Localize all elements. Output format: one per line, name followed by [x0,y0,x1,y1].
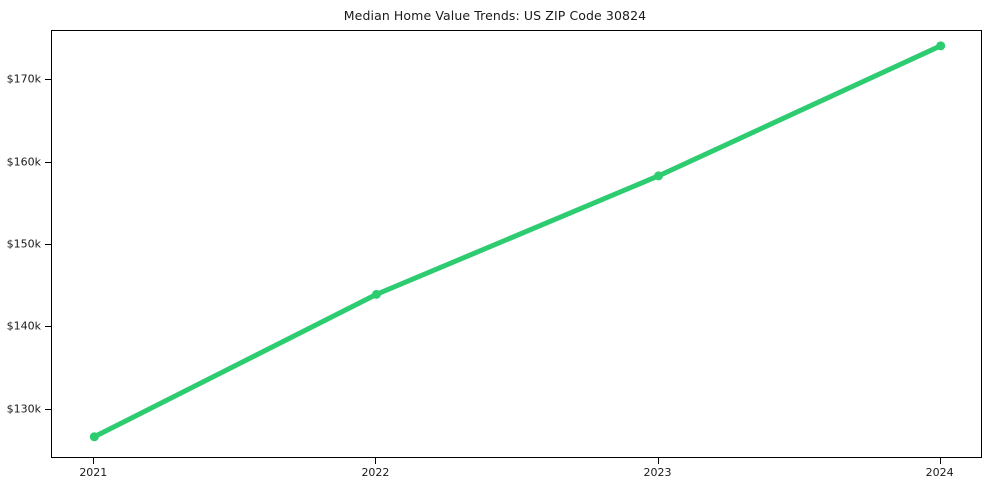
x-axis-tick-mark [657,458,659,464]
series-data-point [936,41,946,51]
x-axis-tick-label: 2024 [925,466,954,479]
x-axis-tick-label: 2023 [643,466,672,479]
y-axis-tick-label: $170k [6,72,41,86]
x-axis-tick-mark [375,458,377,464]
y-axis-tick-label: $140k [6,319,41,333]
x-axis-tick-mark [939,458,941,464]
chart-title: Median Home Value Trends: US ZIP Code 30… [343,8,647,23]
x-axis-tick-label: 2022 [361,466,390,479]
y-axis-tick-label: $130k [6,402,41,416]
y-axis-tick-labels: $130k $140k $150k $160k $170k [0,0,41,490]
series-data-point [89,432,99,442]
x-axis-tick-mark [93,458,95,464]
x-axis-tick-label: 2021 [79,466,108,479]
series-line [91,43,944,440]
plot-area [51,30,982,458]
line-series-svg [89,41,946,442]
series-data-point [371,289,381,299]
y-axis-tick-label: $160k [6,155,41,169]
series-data-point [654,171,664,181]
y-axis-tick-label: $150k [6,237,41,251]
